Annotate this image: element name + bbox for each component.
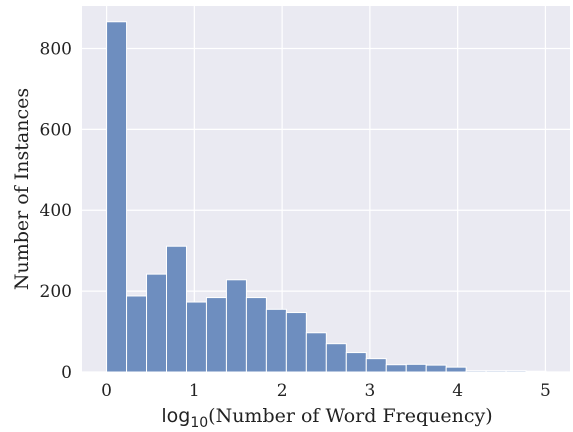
y-tick-label: 200 — [40, 282, 72, 302]
histogram-bar — [265, 308, 287, 373]
histogram-bar — [146, 273, 168, 373]
x-tick-label: 2 — [277, 381, 288, 401]
x-tick-labels: 0 1 2 3 4 5 — [101, 381, 551, 401]
x-axis-label-log: log — [161, 405, 190, 427]
histogram-bar — [185, 301, 207, 373]
x-tick-label: 1 — [189, 381, 200, 401]
histogram-bars — [106, 21, 547, 373]
histogram-bar — [325, 343, 347, 373]
histogram-bar — [505, 370, 527, 373]
y-tick-label: 0 — [61, 363, 72, 383]
x-tick-label: 0 — [101, 381, 112, 401]
y-tick-label: 400 — [40, 201, 72, 221]
histogram-bar — [425, 364, 447, 373]
histogram-bar — [525, 370, 547, 373]
y-tick-label: 800 — [40, 39, 72, 59]
histogram-bar — [345, 352, 367, 373]
histogram-bar — [225, 279, 247, 373]
y-axis-label: Number of Instances — [11, 88, 33, 290]
histogram-bar — [445, 366, 467, 373]
histogram-bar — [465, 370, 487, 373]
histogram-bar — [365, 358, 387, 373]
histogram-bar — [126, 295, 148, 373]
histogram-bar — [106, 21, 128, 373]
histogram-bar — [205, 297, 227, 373]
histogram-bar — [305, 332, 327, 373]
x-axis-label-subscript: 10 — [190, 415, 208, 431]
x-axis-label: log10(Number of Word Frequency) — [161, 405, 492, 431]
histogram-bar — [405, 363, 427, 373]
x-tick-label: 3 — [364, 381, 375, 401]
x-axis-label-text: (Number of Word Frequency) — [208, 405, 492, 427]
x-tick-label: 4 — [452, 381, 463, 401]
histogram-bar — [245, 297, 267, 373]
histogram-bar — [166, 245, 187, 373]
histogram-bar — [485, 370, 507, 373]
y-tick-label: 600 — [40, 120, 72, 140]
y-tick-labels: 0 200 400 600 800 — [40, 39, 72, 383]
histogram-bar — [385, 364, 407, 373]
x-tick-label: 5 — [540, 381, 551, 401]
histogram-bar — [285, 312, 307, 373]
